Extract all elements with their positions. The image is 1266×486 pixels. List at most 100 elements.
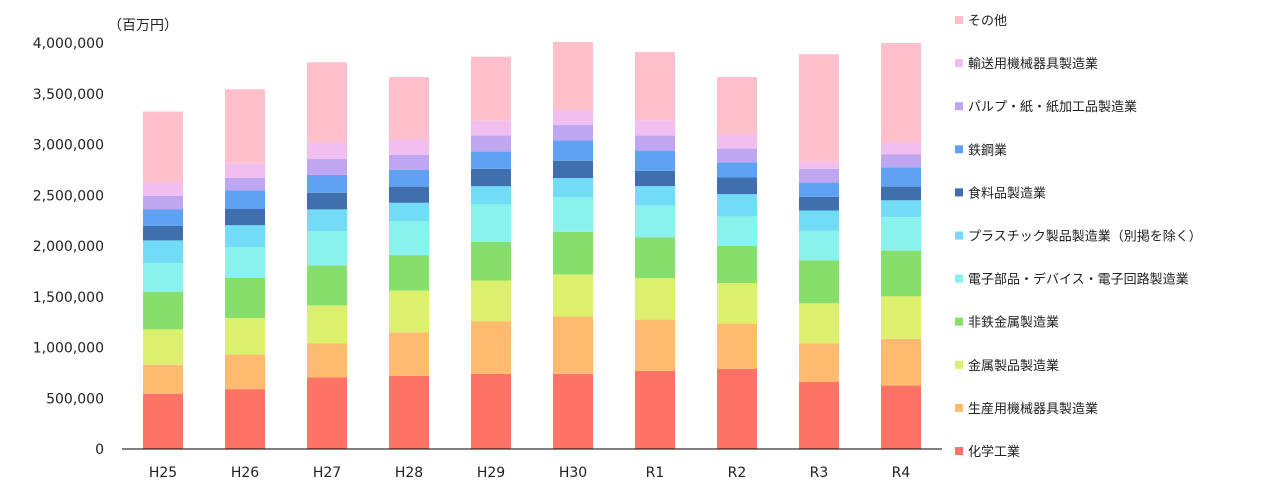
legend-label: パルプ・紙・紙加工品製造業 (968, 99, 1137, 115)
bar-segment (717, 368, 757, 449)
bar-segment (553, 110, 593, 125)
bar-segment (307, 174, 347, 193)
bar-segment (471, 204, 511, 242)
bar-segment (881, 385, 921, 449)
legend-swatch (955, 102, 963, 111)
bar-segment (717, 162, 757, 178)
bar-segment (225, 209, 265, 226)
bar-segment (471, 56, 511, 121)
legend-label: その他 (968, 14, 1007, 29)
bar-segment (717, 177, 757, 195)
bar-segment (225, 163, 265, 178)
legend-swatch (955, 274, 963, 283)
bar-segment (799, 343, 839, 382)
bar-segment (635, 150, 675, 171)
legend-swatch (955, 447, 963, 455)
bar-segment (799, 196, 839, 211)
bar-segment (471, 151, 511, 169)
legend-label: 化学工業 (968, 444, 1020, 460)
bar-segment (799, 210, 839, 231)
bar-segment (881, 154, 921, 168)
bar-segment (307, 265, 347, 306)
bar-segment (881, 43, 921, 143)
bars (143, 42, 921, 449)
bar-segment (143, 209, 183, 226)
bar-segment (881, 186, 921, 201)
legend-swatch (955, 403, 963, 412)
bar-segment (389, 186, 429, 203)
bar-segment (307, 142, 347, 159)
bar-segment (143, 291, 183, 330)
bar-segment (471, 120, 511, 136)
bar-segment (635, 205, 675, 238)
bar-segment (553, 274, 593, 317)
bar-segment (307, 305, 347, 344)
bar-segment (389, 221, 429, 256)
bar-segment (881, 338, 921, 386)
y-tick-label: 0 (95, 442, 104, 458)
bar-segment (143, 364, 183, 394)
bar-segment (307, 377, 347, 449)
bar-segment (881, 200, 921, 217)
y-tick-label: 2,500,000 (33, 188, 104, 204)
bar-segment (471, 186, 511, 205)
bar-segment (471, 241, 511, 281)
bar-segment (389, 139, 429, 155)
legend-label: 非鉄金属製造業 (968, 315, 1059, 331)
x-tick-label: H29 (477, 465, 505, 481)
legend-label: プラスチック製品製造業（別掲を除く） (968, 229, 1202, 245)
bar-segment (799, 382, 839, 449)
bar-segment (225, 278, 265, 319)
bar-segment (553, 373, 593, 449)
bar-segment (553, 178, 593, 198)
bar-segment (553, 160, 593, 178)
y-tick-label: 1,500,000 (33, 290, 104, 306)
bar-segment (553, 140, 593, 161)
bar-segment (225, 247, 265, 278)
bar-segment (881, 296, 921, 339)
legend-label: 電子部品・デバイス・電子回路製造業 (968, 272, 1189, 288)
bar-segment (225, 178, 265, 191)
bar-segment (471, 135, 511, 152)
bar-segment (881, 142, 921, 155)
bar-segment (635, 170, 675, 187)
x-axis-ticks: H25 H26 H27 H28 H29 H30 R1 R2 R3 R4 (149, 465, 911, 481)
bar-segment (635, 237, 675, 278)
bar-segment (881, 250, 921, 297)
bar-segment (717, 194, 757, 217)
bar-segment (881, 167, 921, 187)
bar-segment (389, 255, 429, 291)
legend-label: 金属製品製造業 (968, 358, 1059, 374)
bar-segment (881, 217, 921, 251)
bar-segment (635, 370, 675, 449)
legend-swatch (955, 231, 963, 240)
bar-segment (143, 329, 183, 365)
bar-segment (553, 124, 593, 141)
bar-segment (717, 246, 757, 283)
bar-segment (717, 77, 757, 135)
bar-segment (471, 168, 511, 187)
bar-segment (799, 260, 839, 304)
bar-segment (225, 225, 265, 247)
bar-segment (553, 42, 593, 110)
y-tick-label: 3,500,000 (33, 87, 104, 103)
bar-segment (225, 318, 265, 355)
legend-swatch (955, 16, 963, 24)
x-tick-label: H26 (231, 465, 259, 481)
legend-label: 生産用機械器具製造業 (968, 401, 1098, 417)
bar-segment (389, 169, 429, 187)
bar-segment (389, 202, 429, 222)
bar-segment (389, 375, 429, 449)
bar-segment (635, 135, 675, 151)
bar-segment (389, 154, 429, 170)
y-tick-label: 1,000,000 (33, 341, 104, 357)
y-tick-label: 4,000,000 (33, 36, 104, 52)
bar-segment (471, 321, 511, 374)
bar-segment (553, 316, 593, 374)
bar-segment (143, 393, 183, 449)
x-tick-label: H27 (313, 465, 341, 481)
bar-segment (553, 231, 593, 275)
bar-segment (225, 354, 265, 390)
bar-segment (225, 190, 265, 209)
